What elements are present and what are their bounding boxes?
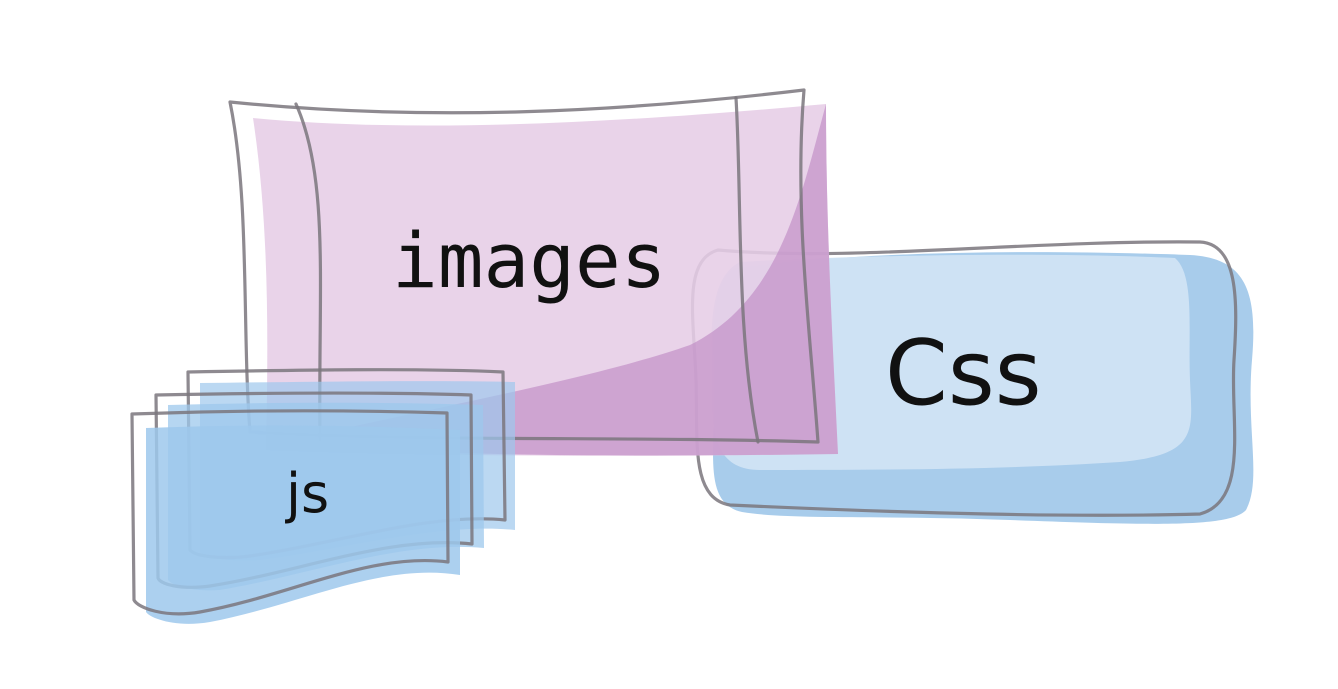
css-node: Css <box>690 240 1254 524</box>
images-dark-fold <box>270 104 838 456</box>
js-page-front-outline <box>130 409 450 616</box>
images-label: images <box>392 216 667 305</box>
js-node: js <box>130 368 515 624</box>
js-page-front-fill <box>146 425 460 624</box>
css-label: Css <box>885 321 1042 426</box>
images-right-spine <box>734 96 760 444</box>
images-outline <box>228 88 820 444</box>
js-label: js <box>285 462 329 525</box>
